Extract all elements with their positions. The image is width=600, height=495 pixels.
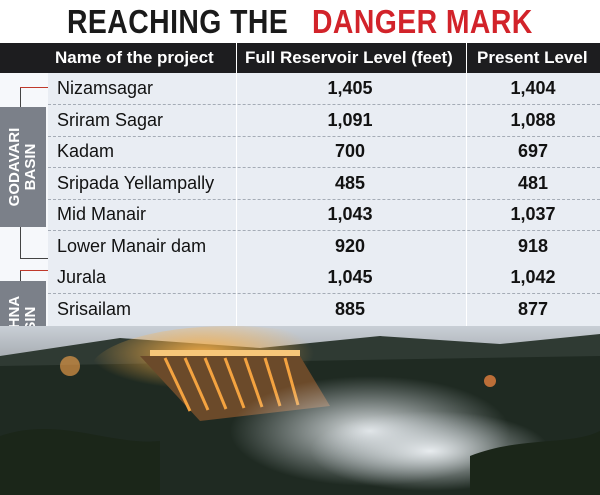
title-main: REACHING THE bbox=[67, 2, 289, 40]
table-header: Name of the project Full Reservoir Level… bbox=[0, 43, 600, 73]
bracket-tick bbox=[20, 87, 48, 88]
full-level: 1,405 bbox=[327, 78, 373, 98]
column-divider bbox=[236, 43, 237, 326]
table-row: Lower Manair dam 920 918 bbox=[0, 231, 600, 262]
present-level: 877 bbox=[517, 299, 549, 319]
full-level: 885 bbox=[334, 299, 366, 319]
godavari-basin-text: GODAVARI BASIN bbox=[6, 127, 39, 207]
project-name: Sripada Yellampally bbox=[57, 173, 215, 193]
present-level: 697 bbox=[517, 141, 549, 161]
full-level: 700 bbox=[334, 141, 366, 161]
title-accent: DANGER MARK bbox=[312, 2, 533, 40]
present-level: 918 bbox=[517, 236, 549, 256]
full-level: 1,091 bbox=[327, 110, 373, 130]
row-divider bbox=[48, 293, 600, 294]
bracket-tick bbox=[20, 258, 48, 259]
table-row: Srisailam 885 877 bbox=[0, 294, 600, 325]
present-level: 1,088 bbox=[510, 110, 556, 130]
present-level: 1,404 bbox=[510, 78, 556, 98]
project-name: Lower Manair dam bbox=[57, 236, 207, 256]
project-name: Mid Manair bbox=[57, 204, 147, 224]
table-row: Nizamsagar 1,405 1,404 bbox=[0, 73, 600, 104]
dam-photo bbox=[0, 326, 600, 495]
project-name: Kadam bbox=[57, 141, 115, 161]
present-level: 1,037 bbox=[510, 204, 556, 224]
project-name: Jurala bbox=[57, 267, 107, 287]
row-divider bbox=[48, 104, 600, 105]
table-row: Mid Manair 1,043 1,037 bbox=[0, 199, 600, 230]
full-level: 1,045 bbox=[327, 267, 373, 287]
present-level: 481 bbox=[517, 173, 549, 193]
column-divider bbox=[466, 43, 467, 326]
table-row: Kadam 700 697 bbox=[0, 136, 600, 167]
present-level: 1,042 bbox=[510, 267, 556, 287]
header-full-level: Full Reservoir Level (feet) bbox=[245, 48, 453, 67]
bracket-tick bbox=[20, 270, 48, 271]
godavari-basin-label: GODAVARI BASIN bbox=[0, 107, 46, 227]
dam-photo-image bbox=[0, 326, 600, 495]
row-divider bbox=[48, 230, 600, 231]
page-title: REACHING THE DANGER MARK bbox=[0, 0, 600, 43]
full-level: 485 bbox=[334, 173, 366, 193]
row-divider bbox=[48, 136, 600, 137]
row-divider bbox=[48, 167, 600, 168]
project-name: Nizamsagar bbox=[57, 78, 154, 98]
full-level: 920 bbox=[334, 236, 366, 256]
table-row: Jurala 1,045 1,042 bbox=[0, 262, 600, 293]
row-divider bbox=[48, 199, 600, 200]
table-row: Sriram Sagar 1,091 1,088 bbox=[0, 105, 600, 136]
full-level: 1,043 bbox=[327, 204, 373, 224]
project-name: Sriram Sagar bbox=[57, 110, 164, 130]
header-project-name: Name of the project bbox=[55, 48, 214, 67]
header-present-level: Present Level bbox=[477, 48, 588, 67]
project-name: Srisailam bbox=[57, 299, 132, 319]
table-row: Sripada Yellampally 485 481 bbox=[0, 168, 600, 199]
